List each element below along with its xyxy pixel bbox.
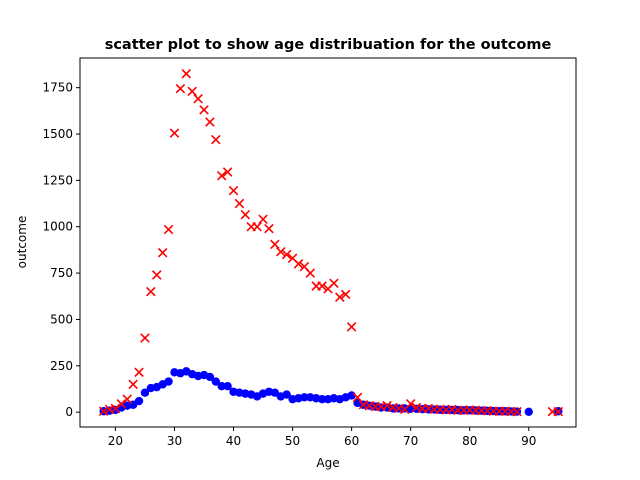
y-tick-label: 1750 (42, 81, 73, 95)
y-tick-label: 1250 (42, 173, 73, 187)
data-point-circle (300, 393, 309, 402)
x-axis-ticks: 20 30 40 50 60 70 80 90 (108, 427, 536, 448)
data-point-circle (524, 407, 533, 416)
data-point-x (293, 259, 304, 269)
data-point-x (163, 224, 174, 235)
y-axis-label: outcome (15, 216, 29, 269)
x-tick-label: 30 (167, 434, 182, 448)
data-point-x (116, 399, 127, 409)
x-tick-label: 50 (285, 434, 300, 448)
y-tick-label: 750 (50, 266, 73, 280)
x-tick-label: 20 (108, 434, 123, 448)
data-point-x (405, 399, 416, 409)
data-point-x (258, 214, 268, 225)
data-point-x (193, 94, 203, 104)
data-point-x (216, 170, 227, 181)
data-point-x (110, 403, 121, 414)
data-point-x (146, 286, 156, 297)
data-point-circle (134, 396, 144, 406)
data-point-x (335, 292, 345, 302)
data-point-x (169, 128, 180, 138)
data-point-x (382, 400, 392, 411)
data-point-circle (140, 388, 150, 397)
data-point-x (128, 379, 138, 390)
data-point-x (175, 83, 186, 94)
data-point-circle (164, 377, 173, 386)
data-point-x (122, 394, 133, 404)
y-tick-label: 1500 (42, 127, 73, 141)
data-point-x (98, 406, 109, 417)
data-point-x (157, 247, 168, 258)
y-tick-label: 0 (65, 405, 73, 419)
data-point-x (305, 268, 316, 278)
data-point-x (205, 117, 215, 127)
data-point-x (134, 367, 144, 378)
x-tick-label: 90 (521, 434, 536, 448)
data-point-circle (205, 372, 215, 382)
data-point-x (329, 278, 339, 289)
data-point-x (281, 249, 292, 260)
data-point-x (151, 270, 162, 280)
data-point-x (252, 221, 262, 232)
data-point-x (199, 105, 209, 115)
data-point-circle (317, 394, 327, 404)
data-point-x (317, 281, 327, 291)
data-point-x (346, 322, 357, 332)
data-point-x (222, 167, 233, 177)
data-point-x (140, 333, 150, 343)
y-tick-label: 1000 (42, 220, 73, 234)
x-tick-label: 70 (403, 434, 418, 448)
data-point-x (264, 223, 274, 234)
x-tick-label: 80 (462, 434, 477, 448)
y-axis-ticks: 0 250 500 750 1000 1250 1500 1750 (42, 81, 80, 419)
data-point-x (340, 289, 351, 300)
data-point-x (512, 406, 522, 417)
series-1 (98, 68, 564, 417)
data-point-x (240, 209, 251, 220)
plot-area-frame (79, 57, 577, 428)
x-axis-label: Age (316, 456, 339, 470)
data-point-circle (211, 377, 221, 386)
data-point-circle (217, 382, 226, 391)
data-point-x (270, 239, 280, 250)
data-points (98, 68, 564, 417)
y-tick-label: 250 (50, 359, 73, 373)
data-point-x (228, 185, 239, 196)
x-tick-label: 60 (344, 434, 359, 448)
data-point-circle (223, 382, 232, 391)
data-point-x (275, 247, 286, 257)
data-point-x (352, 392, 363, 403)
data-point-circle (282, 390, 291, 399)
data-point-x (234, 198, 245, 209)
y-tick-label: 500 (50, 312, 73, 326)
data-point-x (211, 134, 221, 145)
data-point-x (181, 68, 192, 79)
x-tick-label: 40 (226, 434, 241, 448)
chart-title: scatter plot to show age distribuation f… (105, 37, 552, 53)
data-point-x (187, 86, 197, 97)
data-point-x (553, 406, 564, 417)
